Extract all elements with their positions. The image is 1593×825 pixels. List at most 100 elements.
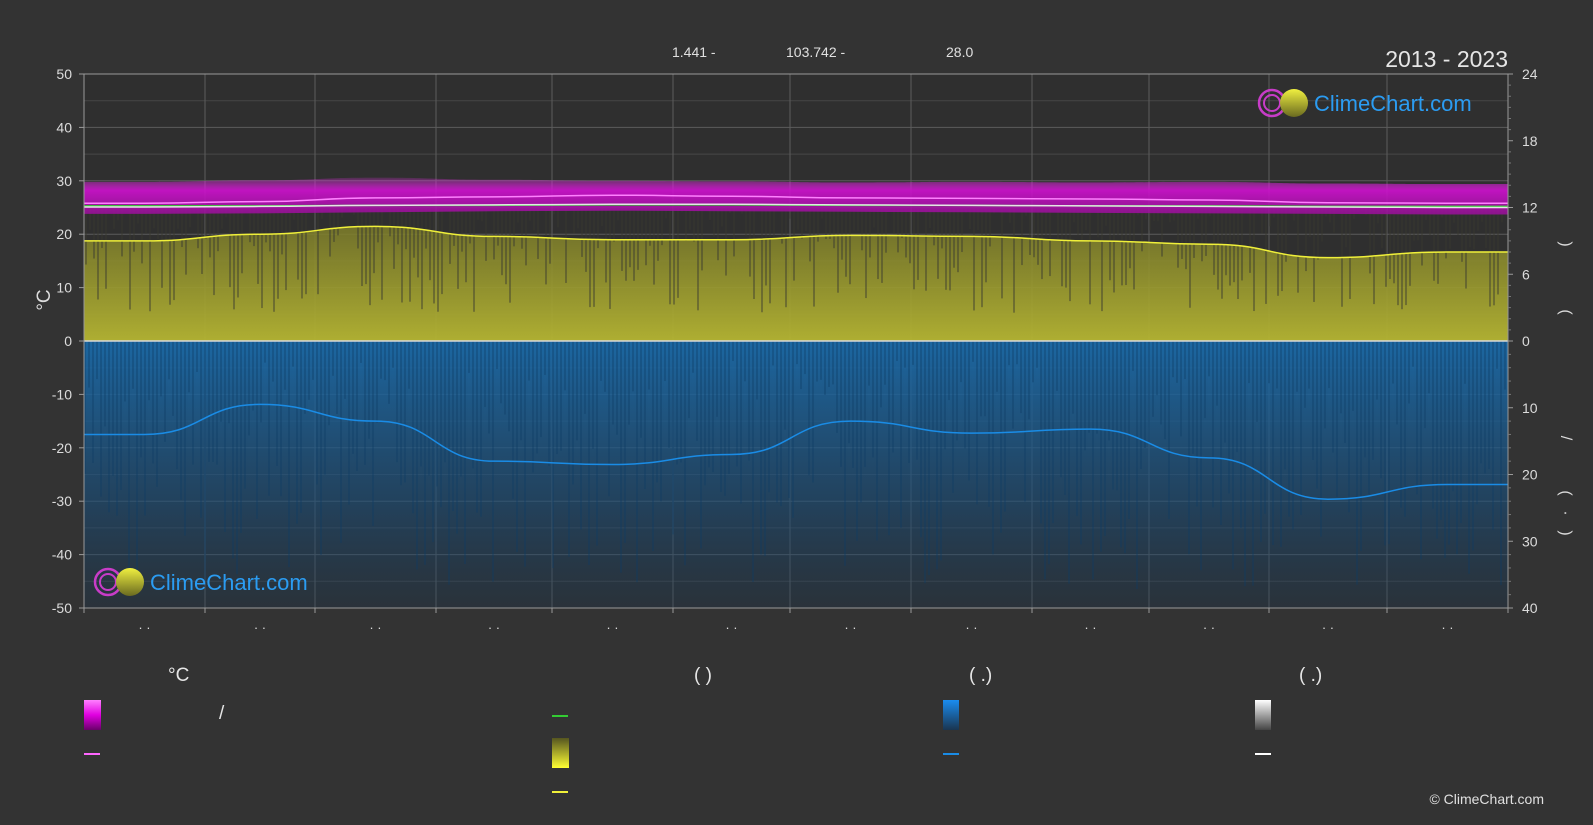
precip-daily-bar (1272, 341, 1274, 545)
precip-daily-bar (1500, 341, 1502, 586)
precip-daily-bar (596, 341, 598, 546)
precip-daily-bar (540, 341, 542, 438)
sun-daily-shade (1385, 202, 1387, 287)
precip-daily-bar (1104, 341, 1106, 536)
precip-daily-bar (244, 341, 246, 489)
precip-daily-bar (1284, 341, 1286, 470)
precip-daily-bar (1052, 341, 1054, 524)
right-top-tick-label: 6 (1522, 266, 1530, 282)
sun-daily-shade (473, 202, 475, 312)
precip-daily-bar (1452, 341, 1454, 492)
left-tick-label: 40 (56, 119, 72, 135)
precip-daily-bar (1220, 341, 1222, 526)
sun-daily-shade (277, 202, 279, 299)
sun-daily-shade (525, 202, 527, 266)
precip-daily-bar (1108, 341, 1110, 441)
sun-daily-shade (461, 202, 463, 252)
precip-daily-bar (580, 341, 582, 530)
precip-daily-bar (708, 341, 710, 468)
precip-daily-bar (496, 341, 498, 370)
precip-daily-bar (564, 341, 566, 391)
sun-daily-shade (1105, 202, 1107, 226)
sun-daily-shade (209, 202, 211, 258)
precip-daily-bar (1300, 341, 1302, 515)
precip-daily-bar (372, 341, 374, 526)
precip-daily-bar (1156, 341, 1158, 396)
precip-daily-bar (736, 341, 738, 467)
precip-daily-bar (524, 341, 526, 567)
precip-daily-bar (612, 341, 614, 425)
legend-temp-heading: °C (168, 665, 190, 686)
precip-daily-bar (1416, 341, 1418, 495)
sun-daily-shade (405, 202, 407, 250)
precip-daily-bar (376, 341, 378, 423)
precip-daily-bar (476, 341, 478, 513)
precip-daily-bar (1440, 341, 1442, 521)
precip-daily-bar (1240, 341, 1242, 528)
sun-daily-shade (1201, 202, 1203, 262)
sun-daily-shade (1141, 202, 1143, 252)
sun-daily-shade (1433, 202, 1435, 281)
precip-daily-bar (1456, 341, 1458, 555)
sun-daily-shade (853, 202, 855, 231)
precip-daily-bar (104, 341, 106, 427)
sun-daily-shade (521, 202, 523, 249)
precip-daily-bar (1376, 341, 1378, 400)
sun-daily-shade (709, 202, 711, 221)
sun-daily-shade (1457, 202, 1459, 235)
sun-daily-shade (765, 202, 767, 286)
sun-daily-shade (285, 202, 287, 291)
precip-daily-bar (744, 341, 746, 382)
sun-daily-shade (433, 202, 435, 304)
month-label: · · (1441, 620, 1453, 635)
sun-daily-shade (669, 202, 671, 305)
precip-daily-bar (160, 341, 162, 397)
sun-daily-shade (265, 202, 267, 243)
sun-daily-shade (613, 202, 615, 242)
precip-daily-bar (192, 341, 194, 465)
sun-daily-shade (989, 202, 991, 247)
sun-daily-shade (429, 202, 431, 281)
precip-daily-bar (1136, 341, 1138, 589)
sun-daily-shade (721, 202, 723, 227)
precip-daily-bar (1176, 341, 1178, 383)
elevation-label: 28.0 (946, 44, 974, 60)
precip-daily-bar (956, 341, 958, 441)
sun-daily-shade (1393, 202, 1395, 284)
sun-daily-shade (1429, 202, 1431, 236)
sun-daily-shade (1373, 202, 1375, 305)
precip-daily-bar (248, 341, 250, 436)
precip-daily-bar (904, 341, 906, 368)
month-label: · · (725, 620, 737, 635)
precip-daily-bar (1044, 341, 1046, 580)
precip-daily-bar (1468, 341, 1470, 574)
precip-daily-bar (1388, 341, 1390, 545)
sun-daily-shade (393, 202, 395, 269)
sun-daily-shade (1281, 202, 1283, 292)
precip-daily-bar (1420, 341, 1422, 560)
precip-daily-bar (268, 341, 270, 496)
sun-daily-shade (1465, 202, 1467, 289)
sun-daily-shade (1125, 202, 1127, 286)
precip-daily-bar (652, 341, 654, 552)
sun-daily-shade (949, 202, 951, 291)
month-label: · · (965, 620, 977, 635)
sun-daily-shade (1113, 202, 1115, 293)
precip-daily-bar (1432, 341, 1434, 509)
sun-daily-shade (205, 202, 207, 239)
right-bottom-axis-glyph: / (1557, 436, 1574, 441)
precip-daily-bar (1048, 341, 1050, 565)
sun-daily-shade (1217, 202, 1219, 290)
sun-daily-shade (769, 202, 771, 304)
sun-daily-shade (1421, 202, 1423, 266)
precip-daily-bar (1224, 341, 1226, 443)
precip-daily-bar (340, 341, 342, 543)
precip-daily-bar (456, 341, 458, 534)
precip-daily-bar (560, 341, 562, 451)
sun-daily-shade (513, 202, 515, 247)
precip-daily-bar (1068, 341, 1070, 584)
sun-daily-shade (897, 202, 899, 253)
precip-daily-bar (972, 341, 974, 362)
sun-daily-shade (909, 202, 911, 264)
sun-daily-shade (221, 202, 223, 229)
